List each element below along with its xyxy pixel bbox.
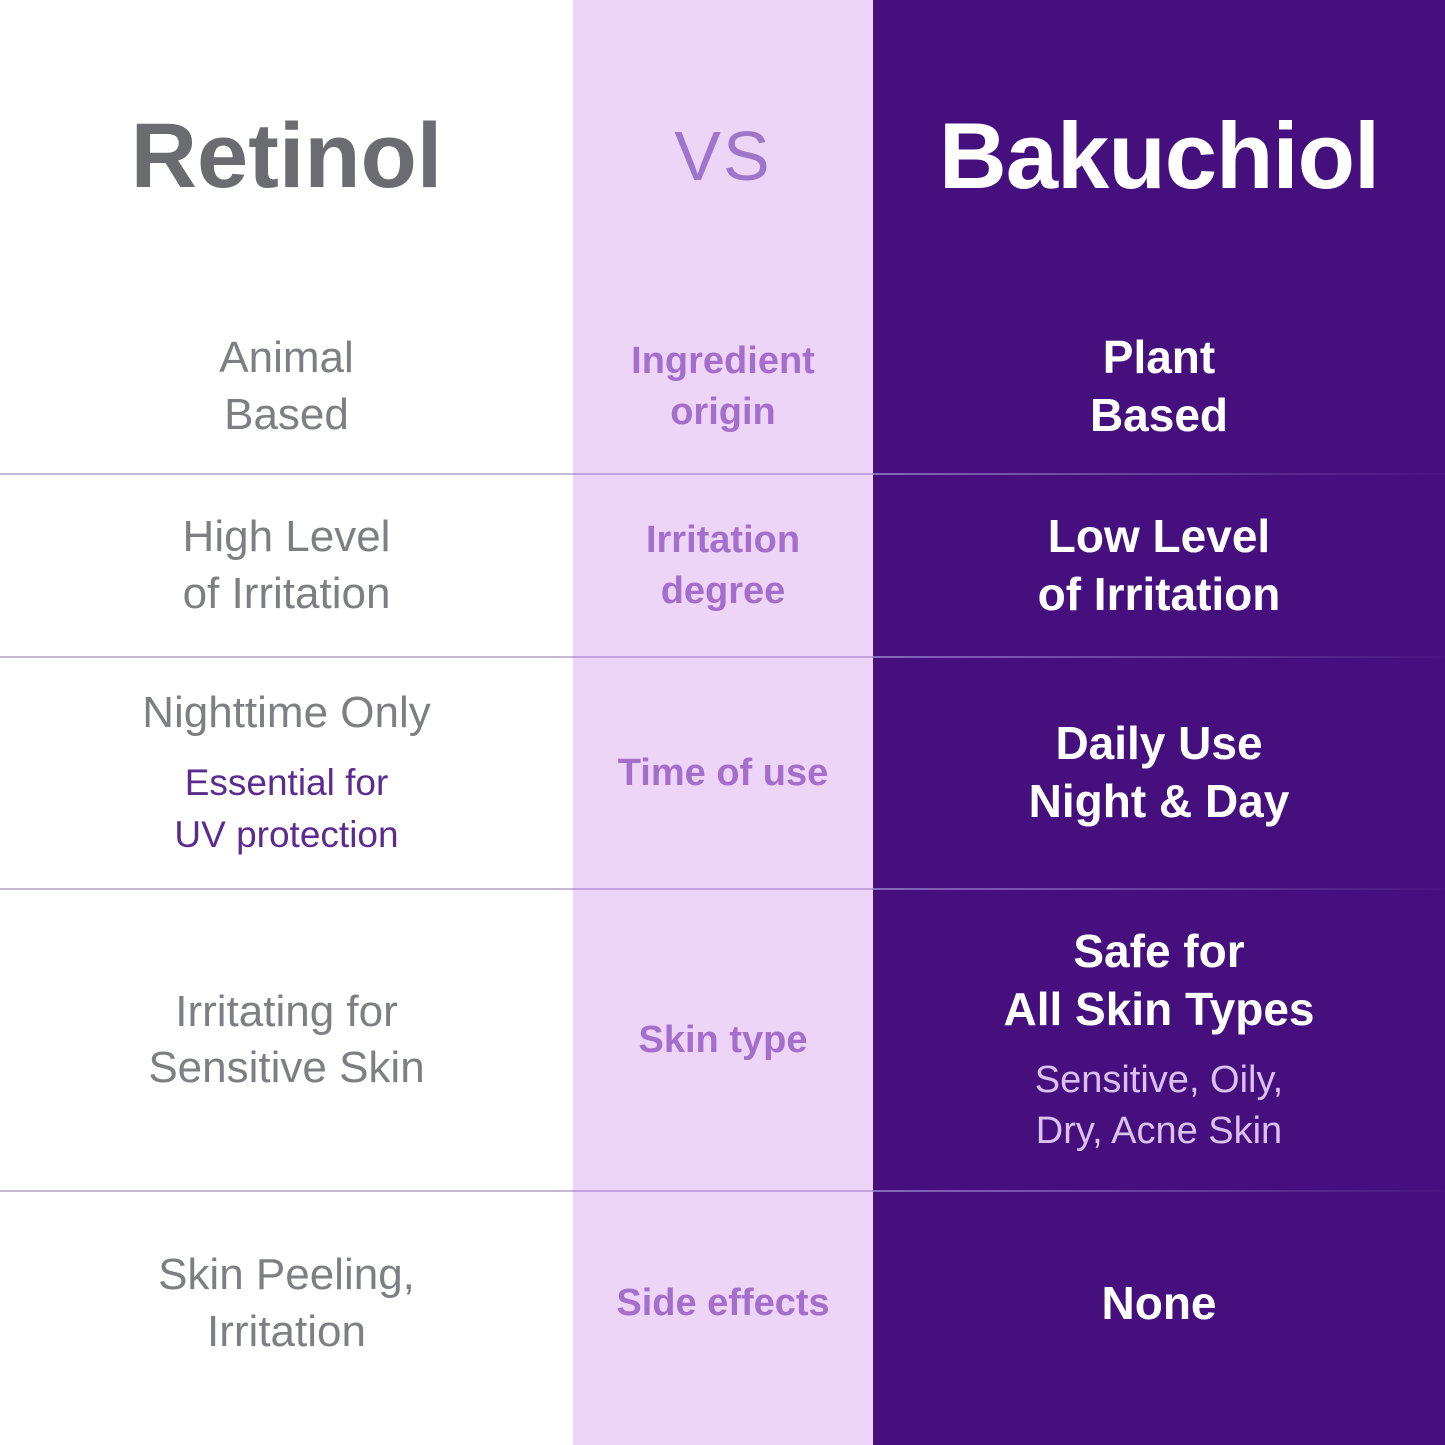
bakuchiol-value-line: All Skin Types xyxy=(1003,982,1315,1035)
retinol-value-line: Based xyxy=(224,389,349,439)
row-time-of-use-bakuchiol-cell: Daily Use Night & Day xyxy=(873,656,1445,888)
vs-label: VS xyxy=(674,117,772,195)
category-label-line: Skin type xyxy=(638,1018,808,1061)
row-skin-type-retinol-cell: Irritating for Sensitive Skin xyxy=(0,888,573,1190)
retinol-title: Retinol xyxy=(130,104,443,207)
header-retinol-cell: Retinol xyxy=(0,0,573,300)
bakuchiol-value-line: Plant xyxy=(1102,330,1216,383)
bakuchiol-note-line: Dry, Acne Skin xyxy=(1035,1109,1283,1152)
row-irritation-degree-category-cell: Irritation degree xyxy=(573,473,873,656)
retinol-note-line: Essential for xyxy=(184,762,389,804)
row-time-of-use-category-cell: Time of use xyxy=(573,656,873,888)
row-irritation-degree-bakuchiol-cell: Low Level of Irritation xyxy=(873,473,1445,656)
row-ingredient-origin-bakuchiol-cell: Plant Based xyxy=(873,300,1445,473)
row-skin-type-bakuchiol-cell: Safe for All Skin Types Sensitive, Oily,… xyxy=(873,888,1445,1190)
bakuchiol-value-line: of Irritation xyxy=(1037,567,1281,620)
bakuchiol-value-line: Based xyxy=(1089,388,1229,441)
bakuchiol-value-line: None xyxy=(1101,1276,1217,1329)
category-label-line: degree xyxy=(660,569,786,612)
category-label-line: origin xyxy=(670,390,776,433)
category-label-line: Irritation xyxy=(645,519,801,562)
row-time-of-use-retinol-cell: Nighttime Only Essential for UV protecti… xyxy=(0,656,573,888)
retinol-value-line: High Level xyxy=(182,512,391,562)
row-ingredient-origin-category-cell: Ingredient origin xyxy=(573,300,873,473)
retinol-value-line: of Irritation xyxy=(182,568,391,618)
bakuchiol-value-line: Low Level xyxy=(1047,509,1271,562)
row-skin-type-category-cell: Skin type xyxy=(573,888,873,1190)
retinol-value-line: Irritating for xyxy=(175,986,398,1036)
category-label-line: Time of use xyxy=(617,751,829,794)
row-irritation-degree-retinol-cell: High Level of Irritation xyxy=(0,473,573,656)
bakuchiol-value-line: Daily Use xyxy=(1055,717,1263,770)
retinol-value-line: Skin Peeling, xyxy=(158,1250,415,1300)
bakuchiol-note-line: Sensitive, Oily, xyxy=(1034,1058,1284,1101)
retinol-value-line: Irritation xyxy=(207,1306,366,1356)
retinol-note-line: UV protection xyxy=(174,814,399,856)
bakuchiol-value-line: Night & Day xyxy=(1028,775,1290,827)
row-ingredient-origin-retinol-cell: Animal Based xyxy=(0,300,573,473)
retinol-value-line: Sensitive Skin xyxy=(148,1043,425,1092)
bakuchiol-title: Bakuchiol xyxy=(938,103,1380,208)
header-bakuchiol-cell: Bakuchiol xyxy=(873,0,1445,300)
category-label-line: Side effects xyxy=(616,1282,830,1325)
category-label-line: Ingredient xyxy=(631,340,815,383)
retinol-value-line: Animal xyxy=(219,333,354,383)
row-side-effects-bakuchiol-cell: None xyxy=(873,1190,1445,1445)
row-side-effects-retinol-cell: Skin Peeling, Irritation xyxy=(0,1190,573,1445)
bakuchiol-value-line: Safe for xyxy=(1073,924,1245,977)
header-vs-cell: VS xyxy=(573,0,873,300)
retinol-value-line: Nighttime Only xyxy=(142,688,431,738)
row-side-effects-category-cell: Side effects xyxy=(573,1190,873,1445)
